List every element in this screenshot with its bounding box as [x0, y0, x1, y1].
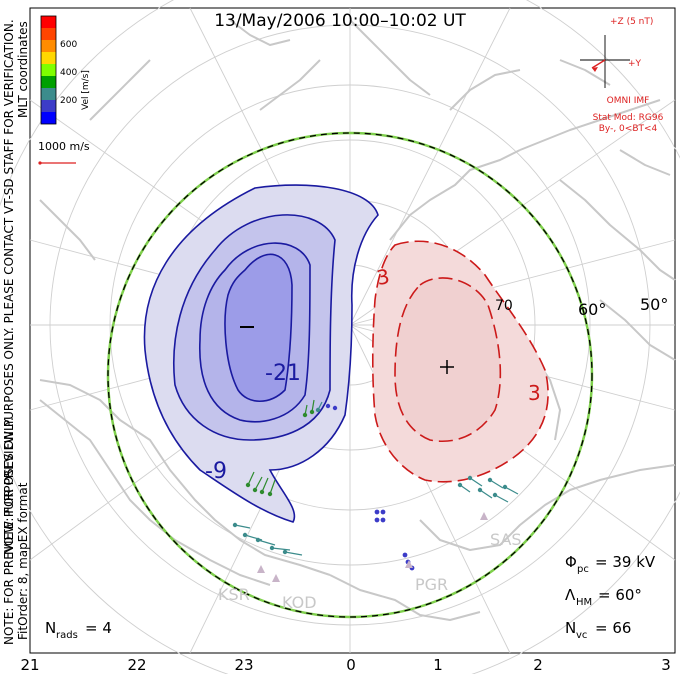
mlt-tick-0: 0: [346, 656, 356, 674]
mlt-tick-3: 3: [661, 656, 671, 674]
svg-text:= 66: = 66: [595, 619, 631, 637]
preview-note-bottom: NOTE: FOR PREVIEW PURPOSES ONLY.: [2, 417, 16, 645]
color-scale: [40, 15, 57, 125]
positive-contour-inner: [394, 277, 502, 442]
preview-note-top: NOTE: FOR PREVIEW PURPOSES ONLY. PLEASE …: [2, 19, 16, 555]
mlt-coordinates-label: MLT coordinates: [16, 21, 30, 118]
scale-tick-600: 600: [60, 40, 77, 50]
negative-contour-core: [224, 253, 293, 403]
stat-phi-pc: Φ pc = 39 kV: [565, 553, 656, 575]
svg-text:rads: rads: [56, 630, 78, 641]
mlt-tick-21: 21: [20, 656, 39, 674]
velocity-vectors: [232, 399, 519, 571]
radar-label-sas: SAS: [490, 530, 522, 549]
map-title: 13/May/2006 10:00–10:02 UT: [214, 11, 466, 31]
svg-text:vc: vc: [576, 630, 587, 641]
scale-title: Vel [m/s]: [81, 70, 91, 110]
svg-text:N: N: [565, 619, 576, 637]
radar-label-pgr: PGR: [415, 575, 448, 594]
contour-label-pos3-right: 3: [528, 381, 541, 405]
ref-vector-label: 1000 m/s: [38, 140, 90, 153]
imf-z-label: +Z (5 nT): [610, 17, 653, 27]
mlt-tick-1: 1: [433, 656, 443, 674]
stat-n-rads: N rads = 4: [45, 619, 112, 641]
contour-label-neg9: -9: [205, 459, 227, 484]
svg-text:pc: pc: [577, 564, 589, 575]
negative-convection-cell: [143, 184, 379, 523]
lat-label-70: 70: [495, 298, 513, 314]
contour-label-neg21: -21: [265, 361, 301, 386]
mlt-tick-22: 22: [127, 656, 146, 674]
stat-n-vc: N vc = 66: [565, 619, 631, 641]
scale-tick-400: 400: [60, 68, 77, 78]
imf-source: OMNI IMF: [607, 96, 650, 106]
svg-text:N: N: [45, 619, 56, 637]
mlt-axis: 21 22 23 0 1 2 3: [20, 656, 670, 674]
radar-label-kod: KOD: [282, 593, 317, 612]
lat-label-60: 60°: [578, 300, 606, 319]
svg-text:= 39 kV: = 39 kV: [595, 553, 656, 571]
hm-boundary: [106, 131, 594, 619]
svg-text:Φ: Φ: [565, 553, 577, 571]
positive-convection-cell: [371, 240, 549, 483]
scale-tick-200: 200: [60, 96, 77, 106]
svg-text:Λ: Λ: [565, 586, 576, 604]
lat-label-50: 50°: [640, 295, 668, 314]
imf-model: Stat Mod: RG96: [593, 113, 664, 123]
imf-condition: By-, 0<BT<4: [599, 124, 658, 134]
mlt-tick-23: 23: [234, 656, 253, 674]
svg-text:= 4: = 4: [85, 619, 112, 637]
svg-text:HM: HM: [576, 597, 592, 608]
radar-sites: [257, 512, 488, 582]
imf-y-label: +Y: [628, 59, 642, 69]
radar-label-ksr: KSR: [218, 585, 250, 604]
svg-text:= 60°: = 60°: [598, 586, 642, 604]
contour-label-pos3-top: 3: [375, 264, 392, 290]
fitorder-label: FitOrder: 8, mapEX format: [16, 482, 30, 640]
stat-lambda-hm: Λ HM = 60°: [565, 586, 642, 608]
mlt-tick-2: 2: [533, 656, 543, 674]
imf-vector: [591, 59, 606, 69]
